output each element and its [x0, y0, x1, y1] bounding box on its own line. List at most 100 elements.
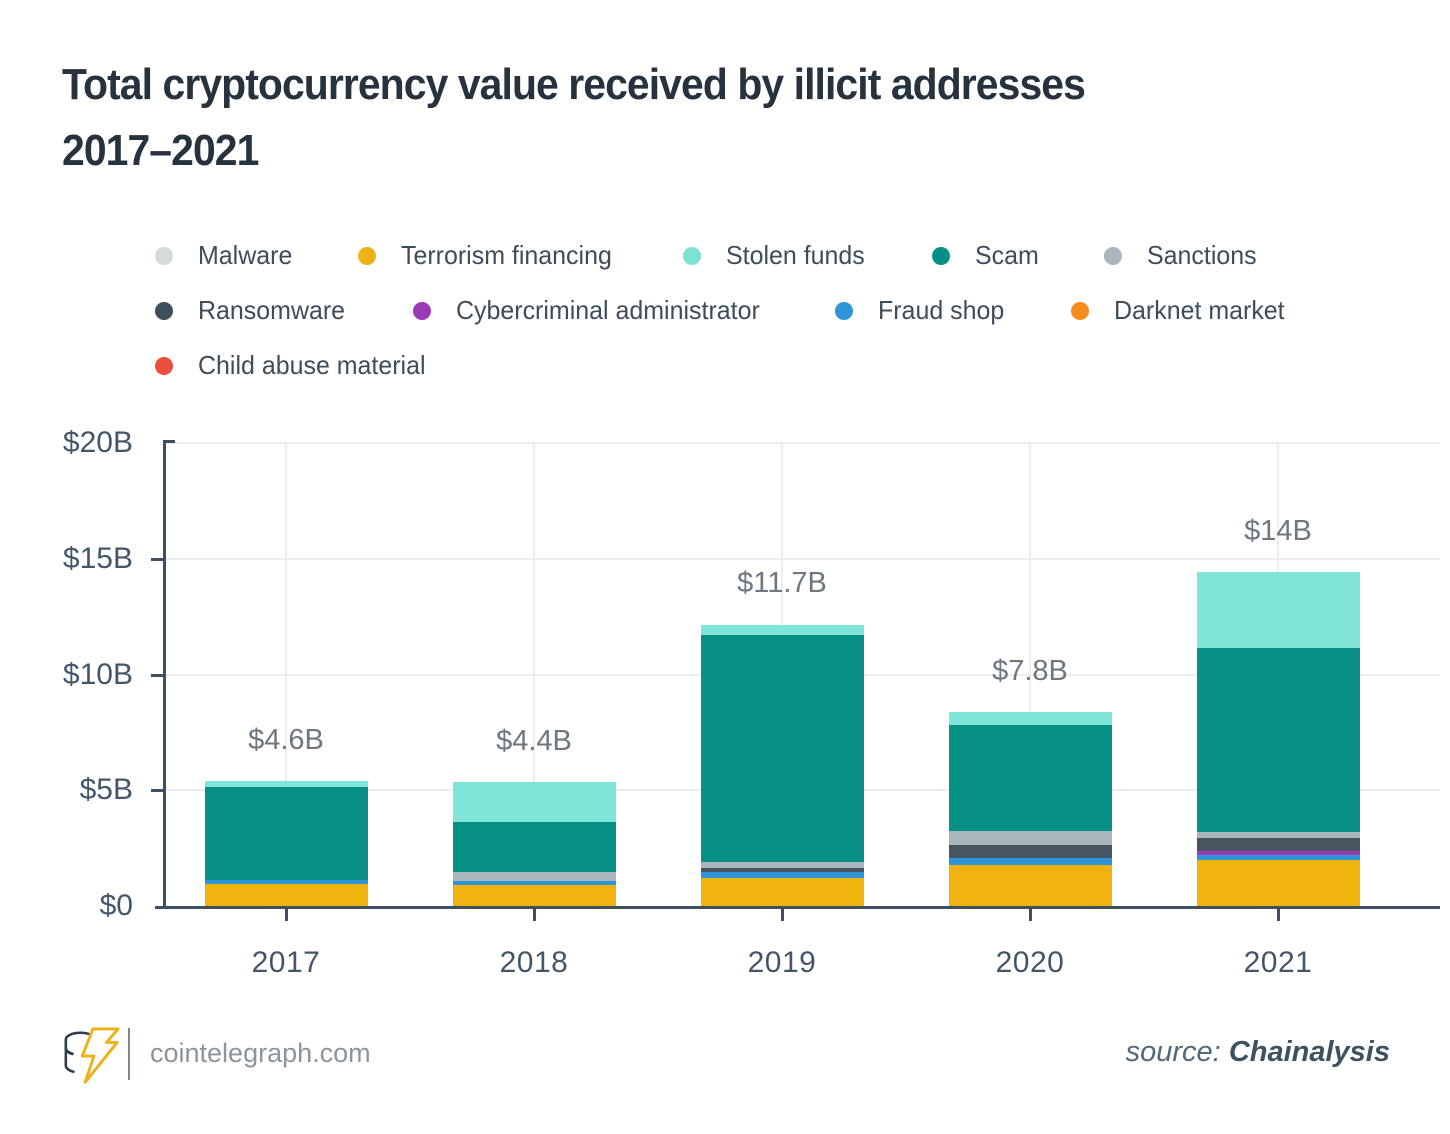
bar-total-label: $11.7B [737, 567, 827, 600]
bar-segment-scam [700, 635, 864, 863]
bar-segment-darknet-market [948, 865, 1112, 906]
source-label: source: [1125, 1036, 1221, 1068]
footer: cointelegraph.com source: Chainalysis [0, 1012, 1450, 1102]
legend-label: Cybercriminal administrator [456, 295, 760, 325]
bar-segment-fraud-shop [1196, 855, 1360, 860]
legend-item-cybercriminal-administrator: Cybercriminal administrator [413, 295, 772, 326]
lightning-bolt-icon [80, 1027, 120, 1084]
legend-label: Sanctions [1146, 240, 1257, 270]
legend-dot-icon [1071, 301, 1090, 320]
bar-total-label: $4.6B [248, 723, 324, 756]
legend-label: Terrorism financing [401, 240, 613, 270]
legend-item-malware: Malware [155, 240, 296, 271]
bar-segment-sanctions [948, 831, 1112, 846]
bar-segment-sanctions [700, 862, 864, 869]
bar-segment-scam [1196, 648, 1360, 833]
legend-item-scam: Scam [932, 240, 1041, 271]
legend-label: Stolen funds [725, 240, 865, 270]
bar-segment-sanctions [452, 872, 616, 881]
legend-dot-icon [413, 301, 432, 320]
legend-dot-icon [932, 246, 951, 265]
bar-segment-ransomware [1196, 838, 1360, 852]
gridline-horizontal [165, 557, 1440, 560]
legend-label: Fraud shop [877, 295, 1004, 325]
y-axis-tick [151, 557, 163, 561]
legend-dot-icon [1103, 246, 1122, 265]
legend-item-terrorism-financing: Terrorism financing [358, 240, 621, 271]
legend-item-sanctions: Sanctions [1103, 240, 1261, 271]
x-axis-tick-label: 2021 [1243, 946, 1313, 979]
gridline-vertical [285, 443, 287, 906]
bar-2019 [700, 624, 864, 906]
bar-2017 [204, 780, 368, 906]
bar-segment-ransomware [948, 845, 1112, 859]
legend-item-fraud-shop: Fraud shop [834, 295, 1010, 326]
y-axis-tick-label: $20B [62, 426, 133, 459]
cointelegraph-logo-icon [64, 1027, 120, 1084]
legend-row: Ransomware Cybercriminal administrator Fra… [155, 295, 1415, 326]
bar-segment-ransomware [700, 868, 864, 873]
bar-segment-fraud-shop [204, 880, 368, 884]
legend-item-stolen-funds: Stolen funds [682, 240, 871, 271]
bar-total-label: $7.8B [992, 655, 1068, 687]
source-credit: source: Chainalysis [1126, 1036, 1390, 1069]
legend-dot-icon [155, 301, 173, 320]
gridline-vertical [533, 443, 535, 906]
chart-legend: Malware Terrorism financing Stolen funds Sc… [155, 240, 1415, 405]
x-axis-tick-label: 2017 [251, 946, 321, 979]
legend-dot-icon [155, 356, 173, 375]
legend-row: Malware Terrorism financing Stolen funds Sc… [155, 240, 1415, 271]
x-axis-tick [1029, 909, 1032, 921]
y-axis-tick [151, 789, 163, 793]
legend-item-darknet-market: Darknet market [1071, 295, 1292, 326]
bar-segment-darknet-market [1196, 859, 1360, 906]
bar-segment-scam [204, 787, 368, 881]
bar-segment-scam [452, 821, 616, 873]
bar-segment-stolen-funds [700, 624, 864, 636]
gridline-vertical [1029, 443, 1031, 906]
y-axis-tick [151, 673, 163, 677]
x-axis-line [155, 906, 1440, 909]
page-title: Total cryptocurrency value received by i… [62, 52, 1422, 184]
gridline-horizontal [165, 442, 1440, 444]
x-axis-tick-label: 2020 [995, 946, 1065, 979]
x-axis-tick [781, 909, 784, 921]
bar-segment-stolen-funds [204, 780, 368, 788]
bar-segment-sanctions [1196, 832, 1360, 839]
bar-segment-cybercriminal-administrator [1196, 851, 1360, 856]
bar-2021 [1196, 571, 1360, 906]
bar-total-label: $4.4B [496, 725, 572, 758]
legend-dot-icon [682, 246, 701, 265]
bar-segment-stolen-funds [1196, 571, 1360, 649]
bar-segment-fraud-shop [948, 858, 1112, 866]
legend-row: Child abuse material [155, 350, 1415, 381]
bar-segment-darknet-market [452, 885, 616, 906]
legend-dot-icon [834, 301, 853, 320]
bar-segment-darknet-market [204, 884, 368, 906]
legend-dot-icon [358, 246, 377, 265]
bar-segment-stolen-funds [452, 782, 616, 822]
legend-item-ransomware: Ransomware [155, 295, 351, 326]
source-name: Chainalysis [1228, 1036, 1390, 1068]
y-axis-tick-label: $0 [99, 889, 133, 922]
footer-divider [128, 1028, 130, 1080]
x-axis-tick [533, 909, 536, 921]
y-axis-tick [163, 440, 175, 443]
legend-dot-icon [155, 246, 173, 265]
bar-segment-stolen-funds [948, 712, 1112, 725]
x-axis-tick [1277, 909, 1280, 921]
x-axis-tick-label: 2018 [499, 946, 569, 979]
bar-segment-darknet-market [700, 878, 864, 906]
y-axis-tick-label: $5B [79, 773, 133, 807]
y-axis-tick-label: $15B [62, 541, 133, 575]
bar-segment-fraud-shop [452, 880, 616, 886]
legend-item-child-abuse-material: Child abuse material [155, 350, 435, 381]
legend-label: Child abuse material [198, 350, 426, 380]
page-title-line2: 2017–2021 [62, 126, 259, 175]
x-axis-tick [285, 909, 288, 921]
page-title-line1: Total cryptocurrency value received by i… [62, 60, 1086, 109]
bar-segment-scam [948, 724, 1112, 832]
bar-segment-fraud-shop [700, 872, 864, 879]
bar-total-label: $14B [1244, 514, 1312, 547]
